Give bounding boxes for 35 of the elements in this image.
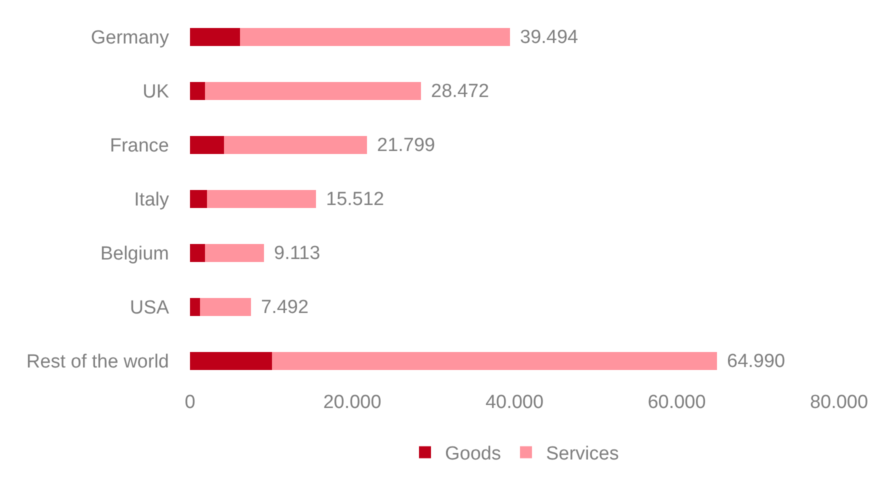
legend-label: Services	[546, 444, 619, 465]
y-tick-label: Italy	[134, 190, 170, 211]
bar	[240, 28, 510, 46]
bar	[200, 298, 251, 316]
bar	[190, 190, 207, 208]
total-label: 7.492	[261, 297, 309, 318]
total-label: 64.990	[727, 351, 786, 372]
total-label: 21.799	[377, 135, 436, 156]
bar	[190, 82, 205, 100]
x-tick-label: 60.000	[648, 392, 706, 413]
bar	[205, 244, 264, 262]
bar	[190, 244, 205, 262]
bar	[190, 352, 272, 370]
y-tick-label: Belgium	[100, 244, 169, 265]
y-tick-label: Germany	[90, 28, 170, 49]
y-tick-label: France	[110, 136, 169, 157]
bar	[207, 190, 316, 208]
y-tick-label: USA	[130, 298, 170, 319]
bar	[272, 352, 717, 370]
total-label: 15.512	[326, 189, 384, 210]
bar	[190, 298, 200, 316]
bar	[224, 136, 367, 154]
y-tick-label: Rest of the world	[26, 352, 169, 373]
total-label: 28.472	[431, 81, 490, 102]
x-tick-label: 0	[184, 392, 196, 413]
total-label: 39.494	[520, 27, 579, 48]
legend-label: Goods	[445, 444, 501, 465]
bar	[190, 136, 224, 154]
x-tick-label: 20.000	[323, 392, 382, 413]
x-tick-label: 80.000	[810, 392, 868, 413]
bar	[190, 28, 240, 46]
bar	[205, 82, 421, 100]
x-tick-label: 40.000	[485, 392, 544, 413]
y-tick-label: UK	[142, 82, 170, 103]
total-label: 9.113	[274, 243, 320, 264]
